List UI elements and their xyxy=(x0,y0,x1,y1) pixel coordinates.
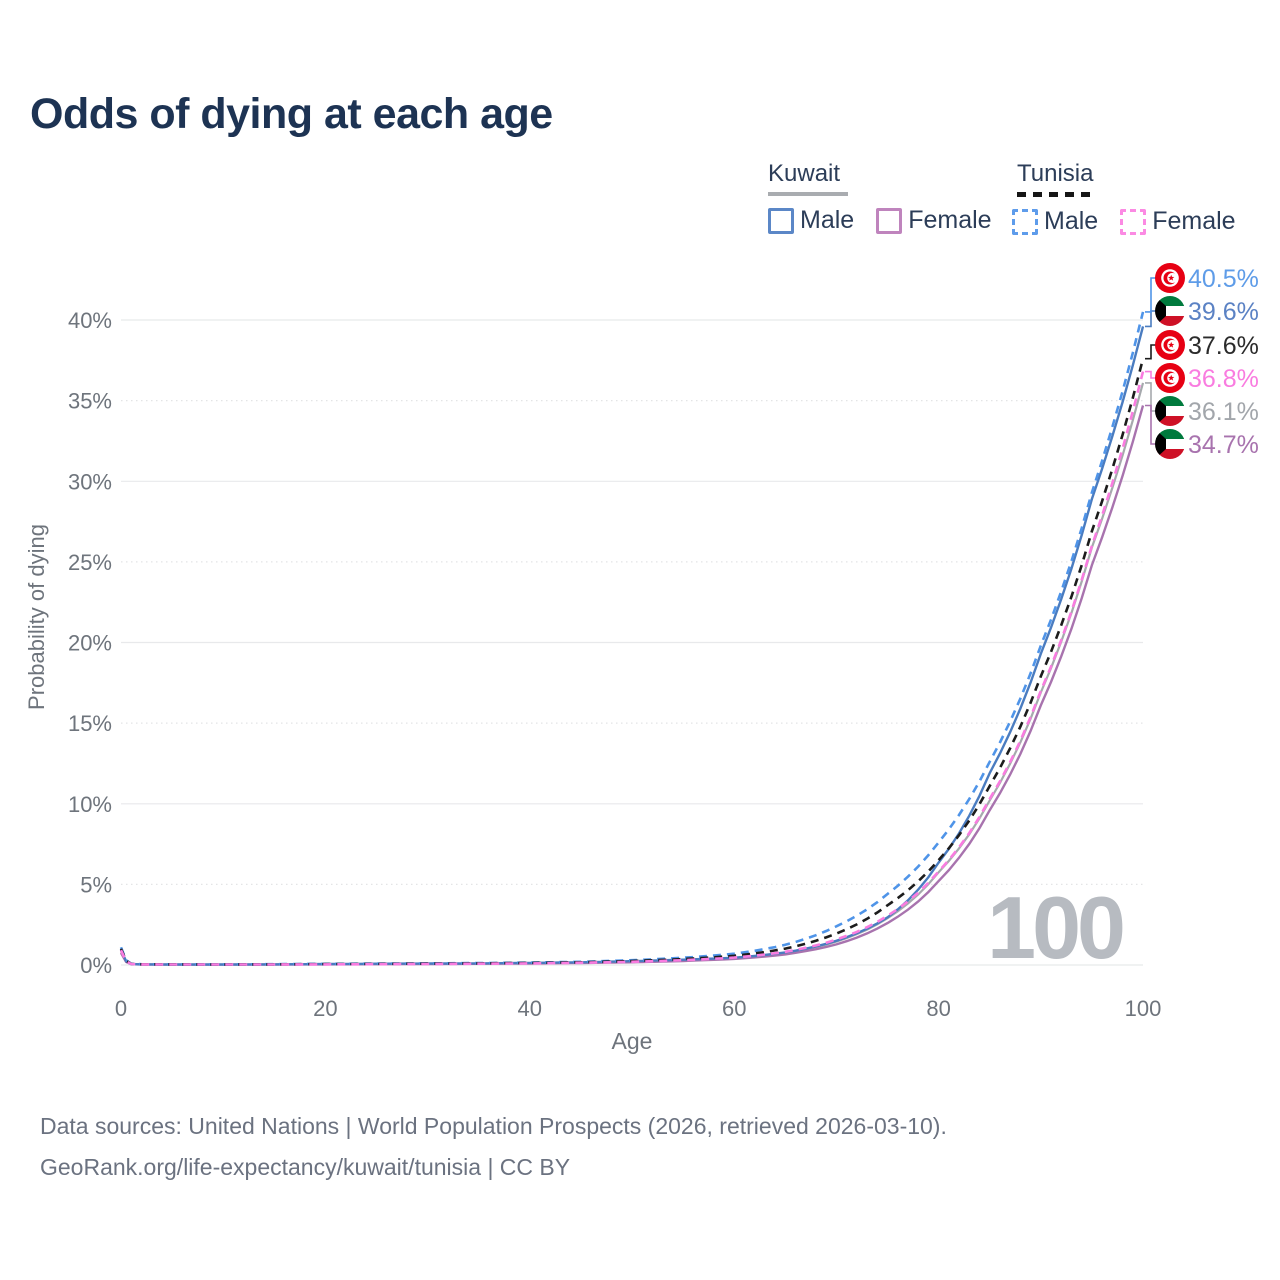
legend-row-kuwait: Male Female xyxy=(768,206,992,235)
footer: Data sources: United Nations | World Pop… xyxy=(40,1106,947,1188)
legend-swatch-kuwait-female[interactable] xyxy=(876,207,903,234)
y-tick-label: 15% xyxy=(68,711,112,736)
end-label-value-tunisia-male: 40.5% xyxy=(1188,265,1259,293)
end-label-connector xyxy=(1145,277,1156,313)
legend-swatch-tunisia-female[interactable] xyxy=(1120,208,1147,235)
footer-data-sources: Data sources: United Nations | World Pop… xyxy=(40,1113,947,1139)
legend-swatch-tunisia-male[interactable] xyxy=(1012,208,1038,235)
x-tick-label: 0 xyxy=(115,996,127,1021)
flag-icon-kuwait xyxy=(1155,296,1185,326)
legend-label-kuwait-female[interactable]: Female xyxy=(908,206,992,234)
legend-linesample-kuwait xyxy=(768,192,848,196)
end-label-connector xyxy=(1145,370,1156,379)
series-lines xyxy=(119,311,1145,966)
flag-icon-tunisia xyxy=(1155,263,1185,293)
y-tick-label: 25% xyxy=(68,550,112,575)
end-label-value-tunisia-female: 36.8% xyxy=(1188,365,1259,393)
series-line-kuwait-male xyxy=(119,326,1145,966)
end-label-connector xyxy=(1145,310,1156,328)
y-tick-label: 0% xyxy=(80,953,112,978)
x-tick-label: 80 xyxy=(926,996,950,1021)
end-label-connector xyxy=(1145,344,1156,360)
legend-linesample-tunisia xyxy=(1017,192,1093,197)
end-label-connector xyxy=(1145,382,1156,412)
legend-swatch-kuwait-male[interactable] xyxy=(768,207,794,234)
page-title: Odds of dying at each age xyxy=(30,90,553,138)
legend-label-kuwait-male[interactable]: Male xyxy=(800,206,855,234)
legend-label-tunisia-male[interactable]: Male xyxy=(1044,207,1099,235)
y-tick-label: 35% xyxy=(68,389,112,414)
series-line-tunisia-female xyxy=(119,371,1145,966)
x-axis-title: Age xyxy=(612,1028,653,1054)
flag-icon-kuwait xyxy=(1155,429,1185,459)
footer-attribution-link[interactable]: GeoRank.org/life-expectancy/kuwait/tunis… xyxy=(40,1154,571,1180)
y-tick-label: 40% xyxy=(68,308,112,333)
legend-group-tunisia: Tunisia Male Female xyxy=(1012,160,1236,236)
y-tick-label: 30% xyxy=(68,469,112,494)
end-labels: 36.1% 34.7% 39.6% 40.5% 37.6% 36.8% xyxy=(1145,263,1259,459)
x-tick-label: 60 xyxy=(722,996,746,1021)
x-tick-label: 100 xyxy=(1125,996,1162,1021)
flag-icon-tunisia xyxy=(1155,363,1185,393)
end-label-value-tunisia-all: 37.6% xyxy=(1188,332,1259,360)
age-counter-watermark: 100 xyxy=(987,878,1126,977)
end-label-connector xyxy=(1145,404,1156,445)
x-tick-label: 40 xyxy=(518,996,542,1021)
series-line-tunisia-male xyxy=(119,311,1145,966)
end-label-value-kuwait-all: 36.1% xyxy=(1188,398,1259,426)
y-axis-title: Probability of dying xyxy=(24,524,49,710)
flag-icon-kuwait xyxy=(1155,396,1185,426)
x-axis-ticks: 0 20 40 60 80 100 xyxy=(115,996,1161,1021)
legend-row-tunisia: Male Female xyxy=(1012,207,1236,236)
legend-country-kuwait[interactable]: Kuwait xyxy=(768,160,841,187)
end-label-value-kuwait-male: 39.6% xyxy=(1188,298,1259,326)
y-tick-label: 5% xyxy=(80,872,112,897)
legend-label-tunisia-female[interactable]: Female xyxy=(1152,207,1236,235)
y-axis-ticks: 0% 5% 10% 15% 20% 25% 30% 35% 40% xyxy=(68,308,112,978)
series-line-tunisia-all xyxy=(119,358,1145,966)
legend-group-kuwait: Kuwait Male Female xyxy=(768,160,992,235)
y-tick-label: 10% xyxy=(68,792,112,817)
flag-icon-tunisia xyxy=(1155,330,1185,360)
end-label-value-kuwait-female: 34.7% xyxy=(1188,431,1259,459)
legend-country-tunisia[interactable]: Tunisia xyxy=(1017,160,1094,187)
x-tick-label: 20 xyxy=(313,996,337,1021)
y-tick-label: 20% xyxy=(68,631,112,656)
gridlines xyxy=(121,319,1143,966)
